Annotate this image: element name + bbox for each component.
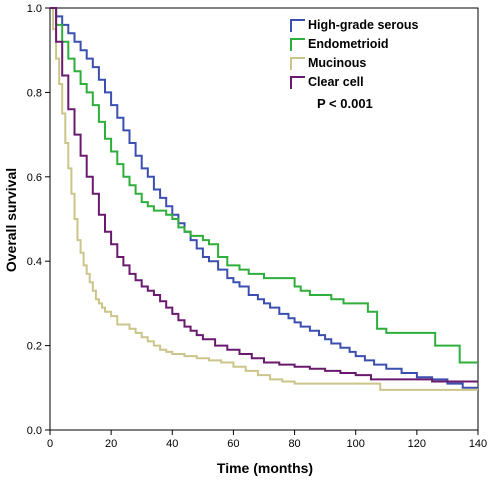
y-tick-label: 0.4: [27, 256, 42, 268]
y-tick-label: 0.6: [27, 172, 42, 184]
plot-frame: [49, 7, 479, 431]
x-axis-label: Time (months): [217, 460, 313, 476]
series-line-endometrioid: [50, 7, 478, 364]
x-tick-label: 80: [288, 438, 300, 450]
y-tick-label: 0.0: [27, 425, 42, 437]
x-tick-label: 100: [347, 438, 365, 450]
axes: 0 20 40 60 80 100 120 140 0.0 0.2 0.4 0.6 0.8 1.0: [27, 3, 487, 450]
legend-swatch-clear-cell: [290, 76, 305, 89]
x-tick-label: 0: [47, 438, 53, 450]
x-tick-label: 60: [227, 438, 239, 450]
legend: High-grade serous Endometrioid Mucinous Cle…: [290, 18, 418, 89]
y-tick-label: 1.0: [27, 3, 42, 15]
series-line-mucinous: [50, 7, 478, 391]
p-value-annotation: P < 0.001: [317, 96, 373, 111]
series-line-high-grade-serous: [50, 7, 478, 389]
series-lines: [50, 7, 478, 391]
legend-swatch-mucinous: [290, 57, 305, 70]
legend-label-high-grade-serous: High-grade serous: [308, 18, 418, 32]
y-axis-label: Overall survival: [3, 168, 19, 272]
x-tick-label: 120: [408, 438, 426, 450]
x-tick-label: 20: [105, 438, 117, 450]
series-line-clear-cell: [50, 7, 478, 383]
legend-swatch-high-grade-serous: [290, 19, 305, 32]
legend-label-mucinous: Mucinous: [308, 56, 366, 70]
x-tick-label: 40: [166, 438, 178, 450]
legend-swatch-endometrioid: [290, 38, 305, 51]
legend-label-endometrioid: Endometrioid: [308, 37, 389, 51]
x-tick-label: 140: [469, 438, 487, 450]
legend-label-clear-cell: Clear cell: [308, 75, 364, 89]
y-tick-label: 0.2: [27, 341, 42, 353]
y-tick-label: 0.8: [27, 87, 42, 99]
